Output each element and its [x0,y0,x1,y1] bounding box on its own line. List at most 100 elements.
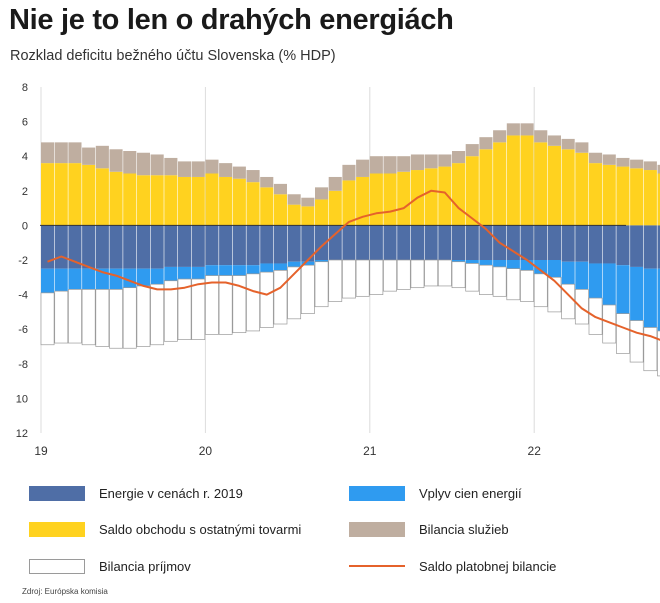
bar-saldo-obchodu [438,166,452,226]
bar-energie-2019 [205,225,219,266]
bar-bilancia-sluzieb [534,130,548,143]
bar-bilancia-prijmov [177,278,192,340]
bar-bilancia-sluzieb [452,151,466,164]
bar-saldo-obchodu [342,180,356,226]
bar-energie-2019 [68,225,82,269]
bar-bilancia-sluzieb [520,123,534,136]
bar-bilancia-sluzieb [342,164,356,181]
bar-saldo-obchodu [452,163,466,226]
bar-bilancia-sluzieb [301,197,315,207]
y-tick-label: 10 [16,393,28,405]
bar-bilancia-sluzieb [136,152,150,176]
legend-swatch [349,565,405,567]
y-tick-label: 6 [22,117,28,129]
bar-saldo-obchodu [219,176,233,226]
bar-saldo-obchodu [301,206,315,226]
bar-energie-2019 [178,225,192,267]
bar-bilancia-prijmov [451,261,466,289]
bar-bilancia-prijmov [520,270,534,302]
legend-item-vplyv_cien: Vplyv cien energií [349,483,522,503]
bar-bilancia-prijmov [479,264,493,295]
bar-energie-2019 [54,225,68,269]
bar-bilancia-prijmov [492,266,507,297]
bar-vplyv-cien [465,260,479,264]
bar-bilancia-sluzieb [164,157,178,176]
bar-saldo-obchodu [287,204,301,226]
bar-bilancia-prijmov [205,275,219,335]
bar-saldo-obchodu [561,149,575,226]
bar-vplyv-cien [301,261,315,266]
bar-bilancia-prijmov [657,330,660,377]
bar-energie-2019 [328,225,342,260]
bar-energie-2019 [643,225,657,269]
bar-energie-2019 [273,225,287,264]
bar-vplyv-cien [136,268,150,286]
bar-vplyv-cien [41,268,55,293]
bar-saldo-obchodu [479,149,493,226]
bar-bilancia-sluzieb [191,161,205,177]
y-tick-label: 2 [22,186,28,198]
bar-bilancia-sluzieb [575,142,589,153]
bar-bilancia-sluzieb [589,152,603,164]
legend-swatch [29,521,85,537]
bar-bilancia-prijmov [287,266,302,320]
bar-bilancia-sluzieb [68,142,82,164]
bar-energie-2019 [575,225,589,262]
bar-bilancia-sluzieb [397,156,411,172]
bar-saldo-obchodu [205,173,219,226]
bar-bilancia-prijmov [232,275,247,334]
bar-bilancia-sluzieb [315,187,329,200]
legend-swatch [349,485,405,501]
bar-energie-2019 [506,225,520,260]
bar-bilancia-prijmov [273,270,288,325]
bar-bilancia-prijmov [300,264,315,314]
bar-vplyv-cien [561,261,575,285]
bar-bilancia-sluzieb [150,154,164,176]
bar-saldo-obchodu [109,171,123,226]
bar-bilancia-prijmov [314,261,329,308]
bar-bilancia-sluzieb [630,159,644,169]
bar-energie-2019 [369,225,383,260]
bar-bilancia-prijmov [396,259,411,290]
bar-energie-2019 [452,225,466,260]
bar-bilancia-prijmov [342,259,356,299]
bar-vplyv-cien [246,265,260,274]
legend-item-sluzby: Bilancia služieb [349,519,509,539]
bar-bilancia-sluzieb [41,142,55,164]
bar-bilancia-prijmov [81,289,96,346]
bar-energie-2019 [561,225,575,262]
bar-bilancia-prijmov [328,259,343,302]
bar-bilancia-sluzieb [438,154,452,167]
bar-vplyv-cien [109,268,123,290]
bar-bilancia-sluzieb [219,163,233,177]
bar-bilancia-sluzieb [506,123,520,136]
bar-saldo-obchodu [630,168,644,226]
bar-vplyv-cien [493,260,507,267]
bar-saldo-obchodu [643,170,657,226]
bar-energie-2019 [479,225,493,260]
bar-energie-2019 [95,225,109,269]
bar-vplyv-cien [164,266,178,281]
bar-bilancia-sluzieb [123,151,137,174]
bar-energie-2019 [547,225,561,260]
bar-bilancia-sluzieb [383,156,397,174]
bar-bilancia-prijmov [533,273,548,308]
bar-bilancia-prijmov [163,280,178,342]
bar-bilancia-prijmov [465,263,480,292]
bar-energie-2019 [589,225,603,264]
bar-vplyv-cien [630,266,644,321]
bar-energie-2019 [246,225,260,266]
bar-vplyv-cien [232,265,246,276]
legend-label: Bilancia príjmov [99,558,191,574]
bar-bilancia-sluzieb [602,154,616,165]
bar-saldo-obchodu [465,156,479,226]
bar-bilancia-sluzieb [95,145,109,169]
bar-saldo-obchodu [150,175,164,226]
bar-saldo-obchodu [369,173,383,226]
legend-swatch [29,485,85,501]
bar-vplyv-cien [315,260,329,262]
bar-vplyv-cien [287,261,301,267]
bar-energie-2019 [41,225,55,269]
bar-energie-2019 [520,225,534,260]
legend-label: Saldo obchodu s ostatnými tovarmi [99,521,302,537]
